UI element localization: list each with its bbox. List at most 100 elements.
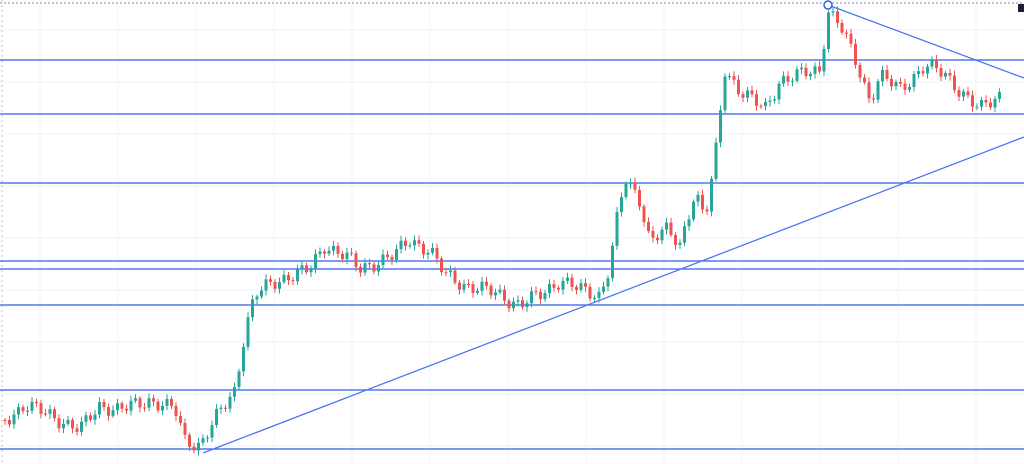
candle-body bbox=[197, 442, 200, 451]
candle-body bbox=[746, 90, 749, 98]
candle-body bbox=[615, 211, 619, 246]
candle-body bbox=[998, 92, 1001, 99]
candle-body bbox=[62, 423, 65, 429]
candles bbox=[3, 6, 1001, 456]
candle-body bbox=[777, 83, 781, 100]
candle-body bbox=[935, 60, 938, 69]
candle-body bbox=[48, 409, 52, 414]
candle-body bbox=[386, 254, 389, 257]
corner-marker bbox=[1018, 4, 1024, 12]
candle-body bbox=[107, 407, 110, 416]
candle-body bbox=[773, 99, 776, 101]
candle-body bbox=[984, 100, 988, 103]
candle-body bbox=[548, 284, 551, 294]
candle-body bbox=[642, 206, 646, 222]
candle-body bbox=[53, 409, 56, 419]
candle-body bbox=[35, 401, 38, 404]
candle-body bbox=[80, 421, 83, 432]
trend-line[interactable] bbox=[202, 136, 1024, 454]
candle-body bbox=[350, 252, 353, 254]
candle-body bbox=[138, 398, 142, 408]
candle-body bbox=[170, 398, 173, 407]
candle-body bbox=[134, 398, 137, 401]
candle-body bbox=[701, 194, 704, 210]
candle-body bbox=[611, 245, 614, 279]
candle-body bbox=[309, 269, 313, 273]
candle-body bbox=[440, 258, 443, 273]
candle-body bbox=[210, 425, 214, 438]
candle-body bbox=[764, 102, 767, 107]
candle-body bbox=[161, 405, 164, 411]
candle-body bbox=[255, 296, 259, 300]
candle-body bbox=[26, 410, 29, 412]
candle-body bbox=[224, 407, 227, 409]
candle-body bbox=[399, 240, 403, 250]
candle-body bbox=[899, 81, 902, 84]
candle-body bbox=[147, 398, 151, 408]
candle-body bbox=[710, 178, 713, 212]
candle-body bbox=[44, 413, 47, 415]
candle-body bbox=[552, 284, 556, 288]
candle-body bbox=[390, 256, 394, 260]
candle-body bbox=[354, 253, 358, 267]
candle-body bbox=[314, 254, 317, 270]
candle-body bbox=[827, 12, 830, 49]
candle-body bbox=[804, 67, 808, 77]
candle-body bbox=[719, 110, 722, 143]
candle-body bbox=[201, 438, 205, 443]
candle-body bbox=[215, 408, 218, 426]
candle-body bbox=[737, 79, 740, 95]
candle-body bbox=[750, 90, 754, 95]
candle-body bbox=[480, 281, 484, 291]
candle-body bbox=[674, 235, 677, 245]
candle-body bbox=[93, 414, 97, 420]
candle-body bbox=[111, 410, 115, 416]
candle-body bbox=[417, 240, 421, 244]
candle-body bbox=[228, 396, 232, 409]
candle-body bbox=[359, 266, 362, 273]
candle-body bbox=[665, 222, 668, 230]
candle-body bbox=[98, 402, 101, 415]
candle-body bbox=[858, 64, 862, 78]
candle-body bbox=[512, 301, 515, 309]
candle-body bbox=[129, 400, 133, 411]
candle-body bbox=[336, 245, 340, 254]
trend-handle[interactable] bbox=[823, 0, 833, 10]
candle-body bbox=[71, 419, 74, 429]
candle-body bbox=[885, 69, 889, 79]
candle-body bbox=[696, 194, 700, 202]
candle-body bbox=[372, 264, 376, 272]
candle-body bbox=[989, 102, 992, 108]
candle-body bbox=[323, 251, 326, 254]
candle-body bbox=[332, 245, 335, 251]
candle-body bbox=[741, 94, 745, 98]
candle-body bbox=[795, 69, 799, 81]
trend-line[interactable] bbox=[827, 4, 1024, 79]
candle-body bbox=[948, 72, 952, 76]
candle-body bbox=[467, 284, 470, 286]
candle-body bbox=[516, 300, 520, 302]
candle-body bbox=[588, 286, 592, 299]
candle-body bbox=[939, 68, 943, 77]
candle-body bbox=[291, 280, 295, 282]
candle-body bbox=[476, 290, 479, 293]
candle-body bbox=[584, 283, 587, 287]
candle-body bbox=[156, 401, 160, 411]
candle-body bbox=[75, 428, 79, 432]
candle-body bbox=[903, 83, 907, 90]
candle-body bbox=[444, 272, 448, 274]
candle-body bbox=[17, 407, 20, 415]
candle-body bbox=[453, 270, 457, 283]
candle-body bbox=[300, 265, 304, 270]
candle-body bbox=[102, 402, 106, 408]
candle-body bbox=[120, 403, 124, 409]
candle-body bbox=[602, 286, 605, 292]
candle-body bbox=[908, 86, 911, 90]
candle-body bbox=[413, 240, 416, 246]
candle-body bbox=[494, 292, 497, 296]
candle-body bbox=[921, 71, 925, 74]
candle-body bbox=[143, 407, 146, 409]
